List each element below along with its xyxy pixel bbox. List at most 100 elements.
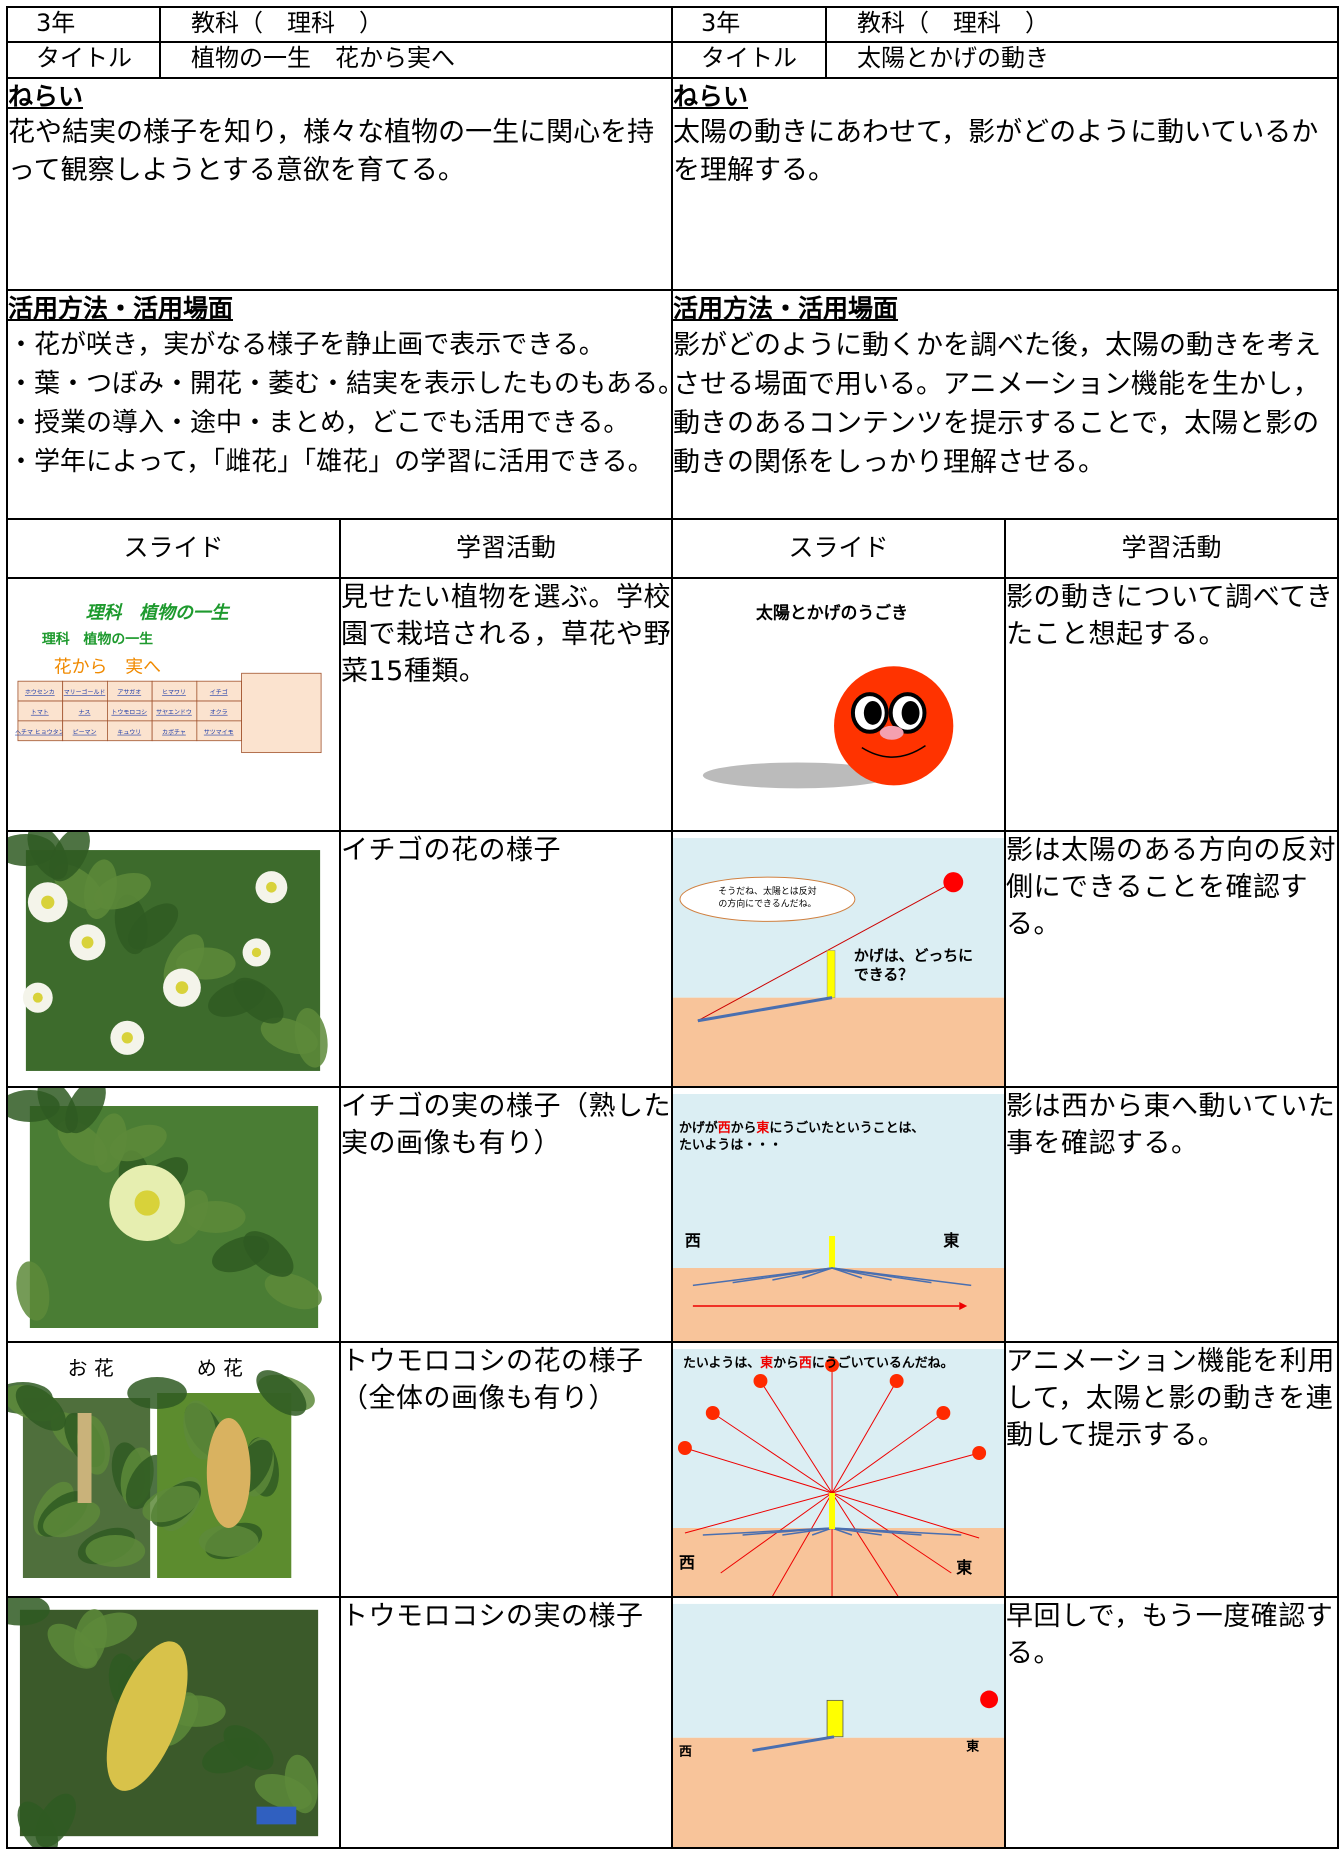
header-text: スライド xyxy=(123,533,224,562)
slide-text: 東 xyxy=(966,1739,979,1755)
slide-text: 西 xyxy=(685,1231,701,1250)
slide-shape xyxy=(241,672,322,754)
slide-shape xyxy=(677,1441,692,1455)
use-heading: 活用方法・活用場面 xyxy=(8,294,234,323)
slide-image: お 花め 花 xyxy=(8,1356,315,1578)
slide-shape xyxy=(705,1406,720,1420)
slide-image: 西東 xyxy=(673,1603,1004,1847)
subject-cell: 教科（ 理科 ） xyxy=(825,6,1339,43)
activity-text: トウモロコシの実の様子 xyxy=(341,1601,644,1632)
slide-shape xyxy=(266,881,277,893)
slide-shape xyxy=(673,1094,1004,1268)
aim-heading: ねらい xyxy=(673,82,749,111)
grade: 3年 xyxy=(701,9,741,37)
slide-shape xyxy=(801,1267,833,1279)
slide-cell xyxy=(6,1086,341,1343)
slide-text-part: にうごいているんだね。 xyxy=(812,1355,954,1371)
slide-shape xyxy=(742,1527,833,1536)
header-text: 学習活動 xyxy=(1121,533,1222,562)
slide-shape xyxy=(251,947,262,958)
slide-shape xyxy=(752,1735,835,1753)
slide-image xyxy=(8,832,328,1071)
plant-label: ヘチマ ヒョウタン xyxy=(15,728,64,736)
plant-label: トマト xyxy=(31,709,49,716)
plant-label: ホウセンカ xyxy=(25,688,55,696)
slide-text-part: たいようは・・・ xyxy=(679,1138,782,1153)
slide-shape xyxy=(175,981,189,994)
use-cell: 活用方法・活用場面影がどのように動くかを調べた後，太陽の動きを考えさせる場面で用… xyxy=(671,289,1339,520)
plant-label: サヤエンドウ xyxy=(156,708,192,716)
subject: 教科（ 理科 ） xyxy=(857,9,1049,37)
slide-text: 西 xyxy=(679,1745,692,1760)
slide-text: 理科 植物の一生 xyxy=(42,630,153,647)
activity-cell: 影の動きについて調べてきたこと想起する。 xyxy=(1004,577,1339,832)
activity-cell: 影は西から東へ動いていた事を確認する。 xyxy=(1004,1086,1339,1343)
activity-text: 影は太陽のある方向の反対側にできることを確認する。 xyxy=(1006,835,1336,940)
slide-shape xyxy=(879,725,904,740)
activity-cell: イチゴの実の様子（熟した実の画像も有り） xyxy=(339,1086,673,1343)
slide-cell: 理科 植物の一生 理科 植物の一生 花から 実へ ホウセンカ マリーゴールド アサガオ ヒマ… xyxy=(6,577,341,832)
slide-shape xyxy=(673,1737,1004,1847)
slide-shape xyxy=(264,1272,322,1310)
slide-shape xyxy=(863,701,882,725)
slide-shape xyxy=(673,1349,1004,1528)
use-text: 影がどのように動くかを調べた後，太陽の動きを考えさせる場面で用いる。アニメーショ… xyxy=(673,330,1321,478)
slide-shape xyxy=(35,1793,77,1847)
activity-cell: 影は太陽のある方向の反対側にできることを確認する。 xyxy=(1004,830,1339,1088)
plant-label: ナス xyxy=(79,709,91,716)
plant-label: マリーゴールド xyxy=(64,688,106,696)
slide-cell: たいようは、東から西にうごいているんだね。西東 xyxy=(671,1341,1006,1598)
aim-cell: ねらい 花や結実の様子を知り，様々な植物の一生に関心を持って観察しようとする意欲を… xyxy=(6,77,673,291)
title-cell: 太陽とかげの動き xyxy=(825,41,1339,79)
plant-label: オクラ xyxy=(210,709,228,716)
activity-cell: トウモロコシの花の様子（全体の画像も有り） xyxy=(339,1341,673,1598)
slide-text-part: から xyxy=(731,1121,757,1136)
use-heading: 活用方法・活用場面 xyxy=(673,294,899,323)
slide-shape xyxy=(980,1690,999,1709)
grade: 3年 xyxy=(36,9,76,37)
slide-text: そうだね、太陽とは反対 xyxy=(718,885,816,897)
slide-text: できる？ xyxy=(854,966,913,984)
title-label: タイトル xyxy=(701,44,797,72)
subject-cell: 教科（ 理科 ） xyxy=(159,6,673,43)
slide-image: かげが西から東にうごいたということは、たいようは・・・西 東 xyxy=(673,1094,1004,1341)
title-label-cell: タイトル xyxy=(6,41,161,79)
use-text: ・授業の導入・途中・まとめ，どこでも活用できる。 xyxy=(8,408,630,438)
slide-shape xyxy=(673,1268,1004,1341)
plant-label: イチゴ xyxy=(210,688,228,696)
use-cell: 活用方法・活用場面 ・花が咲き，実がなる様子を静止画で表示できる。 ・葉・つぼみ・開… xyxy=(6,289,673,520)
title: 植物の一生 花から実へ xyxy=(191,44,455,72)
slide-shape xyxy=(142,1485,200,1523)
slide-shape xyxy=(32,992,43,1003)
slide-text-part: 理科 植物の一生 xyxy=(86,603,231,624)
aim-text: 太陽の動きにあわせて，影がどのように動いているかを理解する。 xyxy=(673,117,1319,186)
slide-text-part: たいようは、 xyxy=(683,1356,760,1371)
slide-text: 西 xyxy=(679,1553,695,1572)
slide-text: かげが西から東にうごいたということは、 xyxy=(679,1120,924,1136)
slide-text-part: そうだね、太陽とは反対 xyxy=(718,885,816,897)
slide-cell: そうだね、太陽とは反対 の方向にできるんだね。 かげは、どっちに できる？ xyxy=(671,830,1006,1088)
activity-text: イチゴの実の様子（熟した実の画像も有り） xyxy=(341,1091,671,1159)
slide-shape xyxy=(49,832,90,882)
slide-shape xyxy=(243,1231,294,1277)
header-text: スライド xyxy=(788,533,889,562)
slide-shape xyxy=(223,1725,274,1771)
slide-shape xyxy=(684,1447,833,1494)
activity-text: 影は西から東へ動いていた事を確認する。 xyxy=(1006,1091,1336,1159)
slide-cell: お 花め 花 xyxy=(6,1341,341,1598)
slide-cell: 西東 xyxy=(671,1596,1006,1849)
use-text: ・学年によって，「雌花」「雄花」の学習に活用できる。 xyxy=(8,447,654,477)
slide-text-part: 西 xyxy=(799,1356,812,1371)
slide-shape xyxy=(936,1406,951,1420)
slide-shape xyxy=(959,1302,968,1310)
slide-shape xyxy=(233,977,284,1024)
activity-text: イチゴの花の様子 xyxy=(341,835,561,866)
slide-shape xyxy=(183,1400,217,1460)
activity-cell: アニメーション機能を利用して，太陽と影の動きを連動して提示する。 xyxy=(1004,1341,1339,1598)
slide-text-part: 東 xyxy=(756,1120,769,1136)
header-text: 学習活動 xyxy=(455,533,556,562)
slide-shape xyxy=(831,1492,980,1539)
